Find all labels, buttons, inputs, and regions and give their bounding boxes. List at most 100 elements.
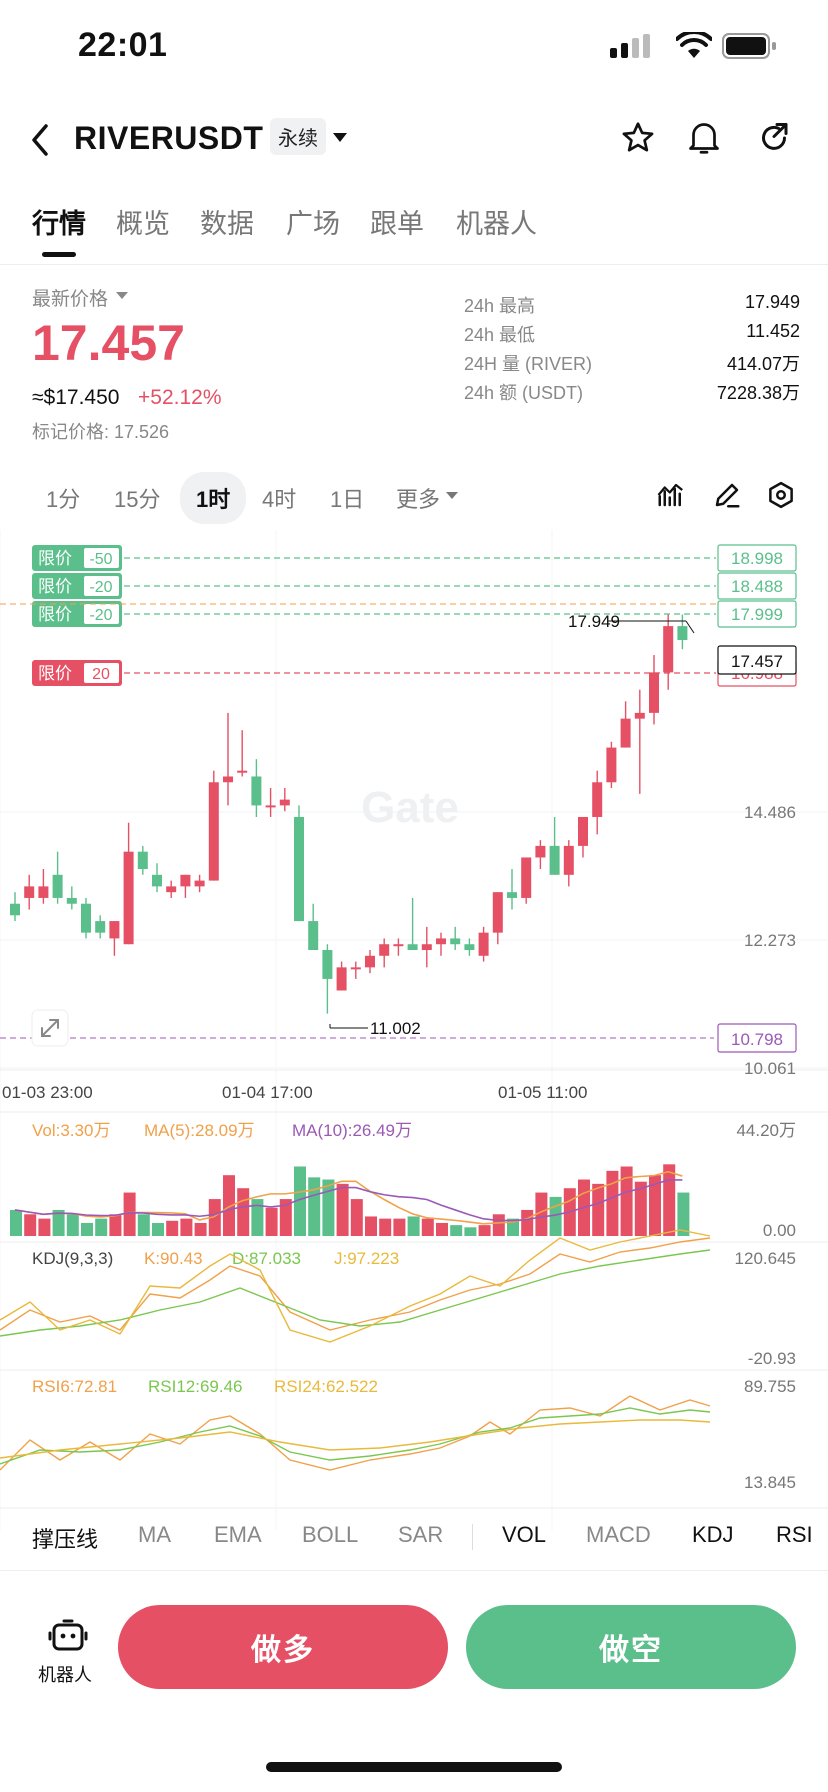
watermark-logo: Gate [361,783,459,832]
kdj-max-label: 120.645 [735,1249,796,1268]
candle-body [137,851,148,870]
star-icon[interactable] [620,120,656,156]
kdj-k-legend: K:90.43 [144,1249,203,1268]
stat-label: 24H 量 (RIVER) [464,354,593,374]
volume-bar [152,1222,164,1236]
timeframe-bar: 1分 15分 1时 4时 1日 更多 [0,470,828,524]
candle-body [421,944,432,951]
tab-square[interactable]: 广场 [286,209,340,239]
candle-body [123,851,134,945]
kdj-section: KDJ(9,3,3) K:90.43 D:87.033 J:97.223 120… [0,1229,796,1368]
indicator-vol[interactable]: VOL [502,1522,547,1547]
volume-bar [450,1225,463,1236]
stat-low: 24h 最低 11.452 [464,321,800,350]
contract-type-badge[interactable]: 永续 [270,118,326,155]
bottom-action-bar: 机器人 做多 做空 [0,1570,828,1792]
signal-icon [610,34,650,58]
volume-bar [322,1179,335,1236]
volume-bar [464,1227,477,1236]
indicator-sar[interactable]: SAR [398,1522,444,1547]
candle-body [38,886,49,898]
timeframe-1h[interactable]: 1时 [180,472,247,524]
stat-label: 24h 最高 [464,296,536,316]
indicator-macd[interactable]: MACD [586,1522,651,1547]
volume-bar [521,1209,534,1236]
candle-body [464,944,475,951]
volume-bar [237,1188,250,1236]
timeframe-more[interactable]: 更多 [396,487,441,512]
volume-bar [308,1177,321,1236]
mark-price: 标记价格: 17.526 [32,422,170,442]
chevron-down-icon[interactable] [332,132,348,144]
bell-icon[interactable] [686,118,722,158]
volume-bar [38,1218,51,1236]
volume-bar [166,1220,179,1236]
candle-body [336,967,347,991]
timeframe-15m[interactable]: 15分 [114,487,161,512]
order-price-label: 17.999 [731,605,783,624]
volume-bar [634,1181,647,1236]
candle-body [620,718,631,748]
high-marker-label: 17.949 [568,612,620,631]
indicator-support-resistance[interactable]: 撑压线 [32,1527,99,1552]
short-button[interactable]: 做空 [466,1605,796,1689]
candles [10,614,688,1014]
indicator-ema[interactable]: EMA [214,1522,262,1547]
indicator-kdj[interactable]: KDJ [692,1522,734,1547]
candle-body [663,626,674,673]
tab-copy-trading[interactable]: 跟单 [370,209,424,239]
volume-bars [10,1164,690,1236]
volume-bar [492,1214,505,1236]
order-price-box [717,544,797,572]
timeframe-1d[interactable]: 1日 [330,487,365,512]
timeframe-4h[interactable]: 4时 [262,487,297,512]
indicator-boll[interactable]: BOLL [302,1522,359,1547]
candle-body [223,776,233,783]
candle-body [251,776,262,806]
volume-bar [294,1166,306,1236]
caret-down-icon[interactable] [116,292,128,300]
y-axis-label: 14.486 [744,803,796,822]
stats-24h: 24h 最高 17.949 24h 最低 11.452 24H 量 (RIVER) 4… [464,292,800,408]
candle-body [279,799,290,806]
share-icon[interactable] [756,120,792,156]
candle-body [563,845,574,875]
candle-body [606,747,617,783]
robot-icon[interactable] [48,1619,88,1653]
indicator-ma[interactable]: MA [138,1522,171,1547]
symbol-title[interactable]: RIVERUSDT [74,120,264,156]
rsi24-line [0,1419,711,1459]
caret-down-icon[interactable] [446,492,458,500]
candle-body [208,782,219,881]
candlestick-chart[interactable]: Gate 限价 -50 18.998 限价 -20 18.488 限价 -20 17.999 限价… [0,530,828,1530]
candle-body [478,932,489,956]
indicator-rsi[interactable]: RSI [776,1522,813,1547]
vol-max-label: 44.20万 [736,1121,796,1140]
kdj-min-label: -20.93 [748,1349,796,1368]
settings-hex-icon[interactable] [766,480,796,510]
volume-bar [663,1164,676,1236]
draw-pencil-icon[interactable] [712,480,742,510]
tab-market[interactable]: 行情 [32,209,86,239]
bot-label[interactable]: 机器人 [38,1665,92,1685]
last-price-label[interactable]: 最新价格 [32,289,109,310]
volume-bar [123,1192,136,1236]
timeframe-1m[interactable]: 1分 [46,487,81,512]
indicator-icon[interactable] [656,480,686,510]
order-qty-box [84,604,119,624]
tab-overview[interactable]: 概览 [116,209,170,239]
candle-body [322,950,333,979]
volume-bar [223,1175,235,1236]
vol-ma10-line [14,1179,683,1222]
long-button[interactable]: 做多 [118,1605,448,1689]
y-axis-label: 12.273 [744,931,796,950]
back-icon[interactable] [28,122,52,158]
order-qty: -20 [89,579,112,596]
tab-bots[interactable]: 机器人 [456,209,537,239]
tab-data[interactable]: 数据 [200,209,254,239]
order-price-label: 18.488 [731,577,783,596]
volume-bar [350,1199,363,1236]
candle-body [436,938,446,945]
candle-body [407,944,418,951]
divider [0,264,828,265]
